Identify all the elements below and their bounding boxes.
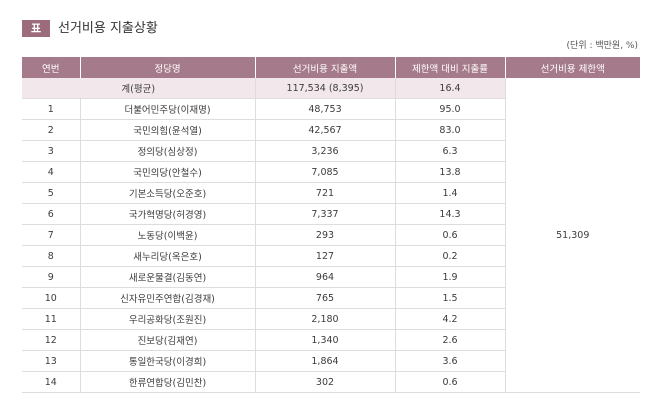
- party: 기본소득당(오준호): [79, 182, 255, 204]
- rate: 83.0: [394, 119, 505, 141]
- column-header: 연번: [22, 57, 80, 78]
- row-number: 2: [22, 119, 80, 141]
- column-header: 제한액 대비 지출률: [394, 57, 505, 78]
- column-header: 정당명: [79, 57, 255, 78]
- spending: 765: [254, 287, 395, 309]
- table-row: 8 새누리당(옥은호) 127 0.2: [22, 245, 640, 267]
- rate: 4.2: [394, 308, 505, 330]
- row-number: 9: [22, 266, 80, 288]
- row-number: 1: [22, 98, 80, 120]
- header-row: 연번 정당명 선거비용 지출액 제한액 대비 지출률 선거비용 제한액: [22, 57, 640, 78]
- table-row: 3 정의당(심상정) 3,236 6.3: [22, 140, 640, 162]
- party: 국가혁명당(허경영): [79, 203, 255, 225]
- party: 한류연합당(김민찬): [79, 371, 255, 393]
- table: 연번 정당명 선거비용 지출액 제한액 대비 지출률 선거비용 제한액 계(평균) 117…: [22, 57, 640, 393]
- spending: 964: [254, 266, 395, 288]
- badge: 표: [22, 20, 50, 37]
- spending: 7,085: [254, 161, 395, 183]
- row-number: 3: [22, 140, 80, 162]
- spending: 48,753: [254, 98, 395, 120]
- rate: 0.6: [394, 371, 505, 393]
- unit: (단위 : 백만원, %): [566, 41, 638, 51]
- total-row: 계(평균) 117,534 (8,395) 16.4 51,309: [22, 78, 640, 393]
- table-row: 14 한류연합당(김민찬) 302 0.6: [22, 371, 640, 393]
- spending: 293: [254, 224, 395, 246]
- row-number: 8: [22, 245, 80, 267]
- spending: 302: [254, 371, 395, 393]
- rate: 1.4: [394, 182, 505, 204]
- total-label: 계(평균): [22, 78, 255, 99]
- table-row: 4 국민의당(안철수) 7,085 13.8: [22, 161, 640, 183]
- row-number: 13: [22, 350, 80, 372]
- party: 새누리당(옥은호): [79, 245, 255, 267]
- rate: 1.9: [394, 266, 505, 288]
- spending: 1,340: [254, 329, 395, 351]
- table-row: 12 진보당(김재연) 1,340 2.6: [22, 329, 640, 351]
- rate: 2.6: [394, 329, 505, 351]
- row-number: 12: [22, 329, 80, 351]
- party: 국민의힘(윤석열): [79, 119, 255, 141]
- rate: 0.2: [394, 245, 505, 267]
- title: 선거비용 지출상황: [58, 21, 158, 36]
- spending: 721: [254, 182, 395, 204]
- column-header: 선거비용 제한액: [504, 57, 640, 78]
- total-spending: 117,534 (8,395): [254, 78, 395, 99]
- spending: 127: [254, 245, 395, 267]
- table-row: 10 신자유민주연합(김경재) 765 1.5: [22, 287, 640, 309]
- table-row: 2 국민의힘(윤석열) 42,567 83.0: [22, 119, 640, 141]
- row-number: 6: [22, 203, 80, 225]
- party: 통일한국당(이경희): [79, 350, 255, 372]
- row-number: 4: [22, 161, 80, 183]
- row-number: 10: [22, 287, 80, 309]
- table-row: 9 새로운물결(김동연) 964 1.9: [22, 266, 640, 288]
- spending: 2,180: [254, 308, 395, 330]
- spending: 7,337: [254, 203, 395, 225]
- table-body: 계(평균) 117,534 (8,395) 16.4 51,309 1 더불어민주당(이재…: [22, 78, 640, 393]
- rate: 1.5: [394, 287, 505, 309]
- table-row: 6 국가혁명당(허경영) 7,337 14.3: [22, 203, 640, 225]
- spending: 42,567: [254, 119, 395, 141]
- table-row: 7 노동당(이백윤) 293 0.6: [22, 224, 640, 246]
- total-rate: 16.4: [394, 78, 505, 99]
- spending: 3,236: [254, 140, 395, 162]
- row-number: 7: [22, 224, 80, 246]
- party: 새로운물결(김동연): [79, 266, 255, 288]
- column-header: 선거비용 지출액: [254, 57, 395, 78]
- row-number: 14: [22, 371, 80, 393]
- rate: 13.8: [394, 161, 505, 183]
- limit: 51,309: [504, 78, 640, 393]
- rate: 6.3: [394, 140, 505, 162]
- party: 신자유민주연합(김경재): [79, 287, 255, 309]
- table-row: 11 우리공화당(조원진) 2,180 4.2: [22, 308, 640, 330]
- rate: 14.3: [394, 203, 505, 225]
- rate: 95.0: [394, 98, 505, 120]
- party: 진보당(김재연): [79, 329, 255, 351]
- rate: 3.6: [394, 350, 505, 372]
- party: 노동당(이백윤): [79, 224, 255, 246]
- spending: 1,864: [254, 350, 395, 372]
- party: 우리공화당(조원진): [79, 308, 255, 330]
- row-number: 11: [22, 308, 80, 330]
- table-row: 1 더불어민주당(이재명) 48,753 95.0: [22, 98, 640, 120]
- party: 더불어민주당(이재명): [79, 98, 255, 120]
- row-number: 5: [22, 182, 80, 204]
- table-row: 5 기본소득당(오준호) 721 1.4: [22, 182, 640, 204]
- party: 국민의당(안철수): [79, 161, 255, 183]
- rate: 0.6: [394, 224, 505, 246]
- table-row: 13 통일한국당(이경희) 1,864 3.6: [22, 350, 640, 372]
- party: 정의당(심상정): [79, 140, 255, 162]
